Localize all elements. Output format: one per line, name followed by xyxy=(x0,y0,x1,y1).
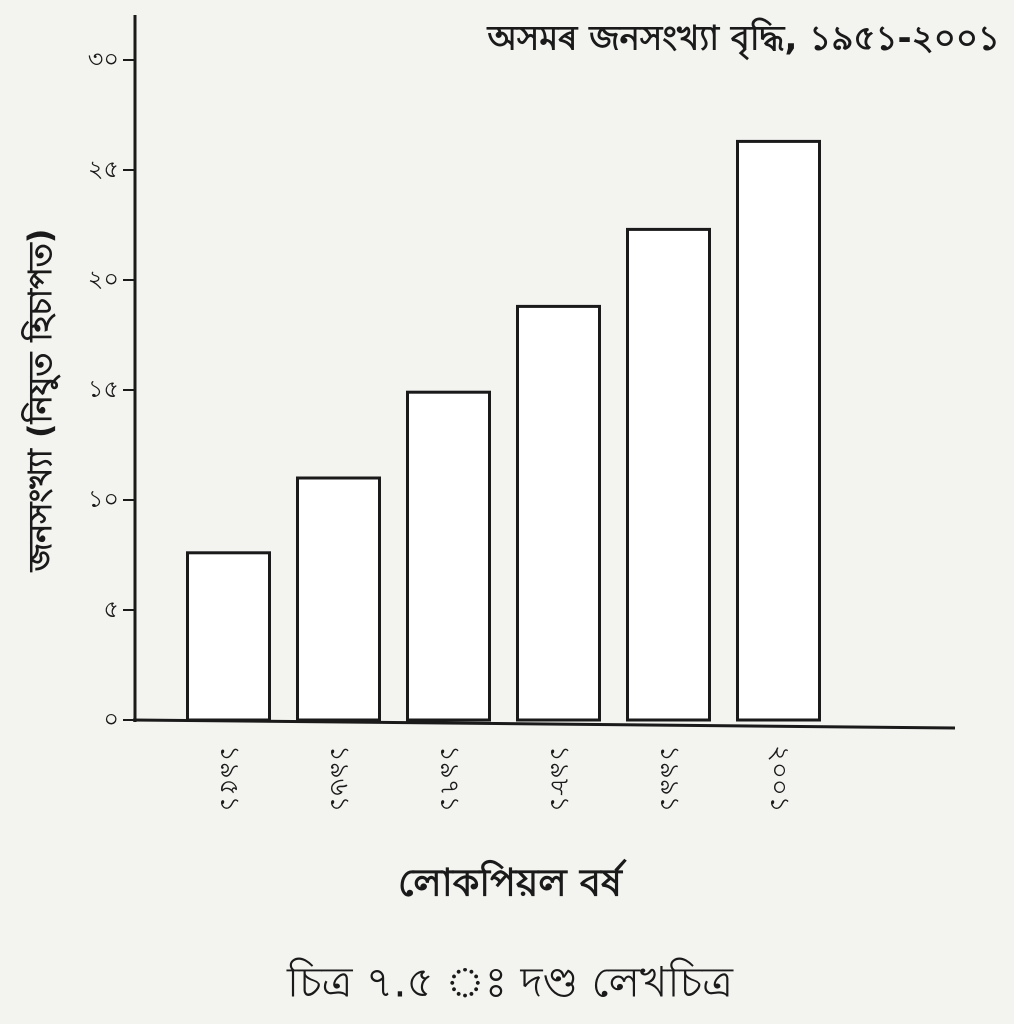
bar xyxy=(406,390,491,722)
x-tick-label: ২০০১ xyxy=(764,745,794,813)
y-tick-label: ৫ xyxy=(103,595,119,623)
y-axis-label: জনসংখ্যা (নিযুত হিচাপত) xyxy=(20,229,61,573)
bar xyxy=(186,551,271,722)
y-tick-label: ১৫ xyxy=(88,375,119,403)
y-tick-label: ২৫ xyxy=(88,155,119,183)
bar xyxy=(516,304,601,722)
x-tick-label: ১৯৮১ xyxy=(544,745,574,813)
x-axis-label: লোকপিয়ল বৰ্ষ xyxy=(398,859,627,905)
bar xyxy=(736,139,821,722)
bar xyxy=(296,476,381,722)
x-tick-label: ১৯৭১ xyxy=(434,745,464,813)
y-tick-label: ১০ xyxy=(88,485,119,513)
y-tick-label: ০ xyxy=(103,705,119,733)
chart-title: অসমৰ জনসংখ্যা বৃদ্ধি, ১৯৫১-২০০১ xyxy=(486,18,1000,61)
x-tick-label: ১৯৬১ xyxy=(324,745,354,813)
y-tick-label: ২০ xyxy=(88,265,119,293)
x-tick-label: ১৯৯১ xyxy=(654,745,684,813)
caption: চিত্ৰ ৭.৫ ঃ দণ্ড লেখচিত্ৰ xyxy=(286,958,734,1007)
y-tick-label: ৩০ xyxy=(88,45,119,73)
bar xyxy=(626,227,711,722)
x-tick-label: ১৯৫১ xyxy=(214,745,244,813)
